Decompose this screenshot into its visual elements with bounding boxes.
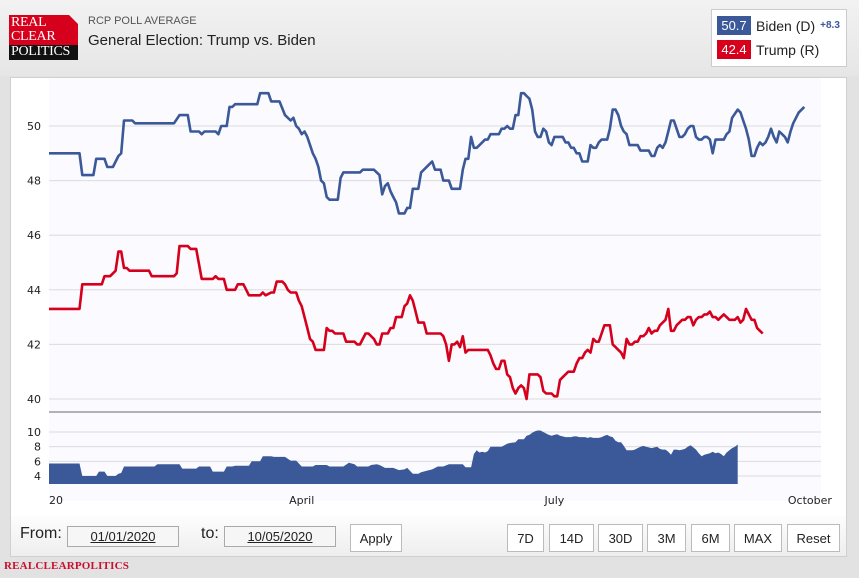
main-y-tick-label: 44 [27,284,41,297]
main-y-tick-label: 46 [27,229,41,242]
spread-y-tick-label: 10 [27,426,41,439]
x-tick-label: July [544,494,565,507]
biden-label: Biden (D) [756,17,816,34]
logo-line-1: REAL [11,15,47,30]
biden-value-badge: 50.7 [717,16,751,35]
trump-value-badge: 42.4 [717,40,751,59]
spread-y-tick-label: 8 [34,441,41,454]
main-y-tick-label: 40 [27,393,41,406]
spread-y-tick-labels: 4 68 10 [27,426,41,483]
x-tick-labels: 20 April July October [49,494,832,507]
range-button-30d[interactable]: 30D [598,524,643,552]
main-y-tick-label: 48 [27,175,41,188]
main-plot-area [49,78,821,412]
chart-panel: 40 42 44 46 48 50 4 6 8 10 20 April July October [10,77,847,517]
legend-item-trump[interactable]: 42.4 Trump (R) [717,40,819,59]
to-label: to: [201,525,219,542]
range-button-max[interactable]: MAX [734,524,782,552]
spread-area [49,430,738,484]
biden-line[interactable] [49,91,806,215]
rcp-logo[interactable]: REAL CLEAR POLITICS [9,15,78,60]
main-grid [49,125,821,400]
range-button-7d[interactable]: 7D [507,524,544,552]
trump-line[interactable] [49,244,764,401]
spread-value: +8.3 [820,20,840,31]
range-button-3m[interactable]: 3M [647,524,686,552]
series-lines [49,91,806,401]
from-label: From: [20,525,62,542]
date-range-controls: From: 01/01/2020 to: 10/05/2020 Apply 7D… [10,516,847,557]
legend: 50.7 Biden (D) +8.3 42.4 Trump (R) [711,9,847,67]
logo-line-3: POLITICS [11,44,71,59]
logo-fold [69,15,78,24]
main-y-tick-label: 50 [27,120,41,133]
legend-item-biden[interactable]: 50.7 Biden (D) +8.3 [717,16,840,35]
range-button-6m[interactable]: 6M [691,524,730,552]
main-y-tick-labels: 40 42 44 46 48 50 [27,120,41,406]
logo-black-block [9,45,78,60]
logo-red-block [9,15,78,45]
spread-y-tick-label: 6 [34,455,41,468]
chart-subtitle: RCP POLL AVERAGE [88,15,197,27]
trump-label: Trump (R) [756,41,820,58]
main-y-tick-label: 42 [27,338,41,351]
chart-title: General Election: Trump vs. Biden [88,32,316,49]
x-tick-label: April [289,494,314,507]
header: REAL CLEAR POLITICS RCP POLL AVERAGE Gen… [0,0,859,76]
apply-button[interactable]: Apply [350,524,402,552]
reset-button[interactable]: Reset [787,524,840,552]
from-date-input[interactable]: 01/01/2020 [67,526,179,547]
spread-y-tick-label: 4 [34,470,41,483]
x-tick-label: October [788,494,832,507]
range-button-14d[interactable]: 14D [549,524,594,552]
x-tick-label: 20 [49,494,63,507]
spread-area-group [49,430,738,484]
to-date-input[interactable]: 10/05/2020 [224,526,336,547]
footer-brand[interactable]: REALCLEARPOLITICS [4,560,130,572]
logo-line-2: CLEAR [11,29,56,44]
